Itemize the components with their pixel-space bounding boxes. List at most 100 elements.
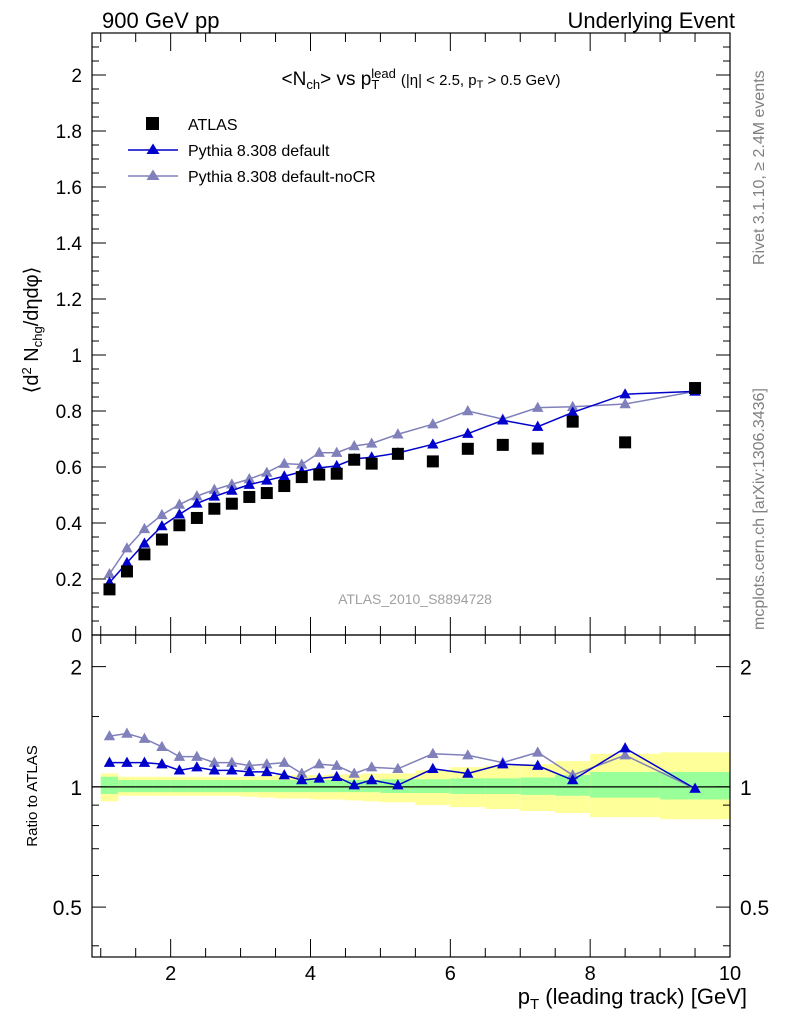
marker-atlas [348,453,361,466]
ratio-y-tick-label: 0.5 [53,897,82,920]
ratio-marker-default [462,767,474,778]
marker-atlas [155,533,168,546]
ratio-marker-nocr [427,747,439,758]
marker-default [121,556,133,567]
marker-nocr [427,418,439,429]
title-main-sub: ch [306,77,320,92]
ratio-panel: 0.5 0.5 1 1 2 2 2 4 6 8 10 Ratio to ATLAS pT (lead… [24,634,769,1013]
ratio-band-inner [310,780,328,793]
ylabel-b: N [21,347,43,367]
title-vs-sup: lead [371,66,396,81]
ratio-marker-default [331,770,343,781]
ratio-band-inner [205,780,224,793]
marker-atlas [461,442,474,455]
marker-nocr [278,457,290,468]
ratio-marker-default [278,769,290,780]
header-right: Underlying Event [567,8,735,33]
ratio-frame [91,634,731,958]
marker-atlas [225,497,238,510]
main-y-tick-label: 1 [71,346,82,367]
main-y-tick-label: 0 [71,626,82,647]
marker-default [191,497,203,508]
marker-atlas [689,382,702,395]
ratio-marker-nocr [243,759,256,770]
marker-atlas [138,548,151,561]
main-y-tick-label: 1.2 [56,290,82,311]
marker-nocr [103,567,116,579]
mcplots-label: mcplots.cern.ch [arXiv:1306.3436] [751,388,768,630]
ratio-band-inner [100,776,119,794]
marker-nocr [243,473,256,484]
ratio-marker-nocr [313,758,325,769]
ratio-marker-nocr [261,758,273,769]
ratio-marker-default [191,761,203,772]
marker-atlas [365,457,378,470]
ratio-marker-nocr [278,756,290,767]
marker-nocr [226,478,238,489]
marker-nocr [138,522,151,534]
marker-atlas [619,436,632,449]
ratio-band-inner [555,775,591,796]
ratio-axis-ticks [92,635,731,957]
ratio-marker-nocr [208,756,221,767]
x-tick-label: 8 [585,963,596,985]
ratio-y-tick-label-right: 2 [740,657,752,680]
header-left: 900 GeV pp [102,8,219,33]
ratio-band-inner [327,780,346,793]
marker-nocr [566,400,579,411]
marker-nocr [191,490,203,501]
main-y-tick-label: 0.4 [56,514,83,535]
xlabel-b: (leading track) [GeV] [539,984,747,1009]
marker-nocr [619,398,631,409]
main-y-tick-label: 1.6 [56,178,82,199]
marker-default [156,520,168,531]
main-y-tick-label: 1.8 [56,122,82,143]
marker-nocr [348,440,360,451]
marker-atlas [173,519,186,532]
marker-default [497,414,509,425]
marker-default [619,388,631,399]
marker-atlas [260,487,273,500]
marker-nocr [156,508,168,520]
main-y-tick-label: 0.2 [56,570,82,591]
marker-atlas [190,511,203,524]
marker-nocr [462,405,474,416]
ratio-line-default [109,747,696,790]
xlabel-a: p [518,984,530,1009]
ratio-band-inner [170,780,189,793]
ratio-line-nocr [109,732,696,790]
marker-nocr [365,437,378,448]
ratio-band-inner [485,778,521,794]
title-cuts: (|η| < 2.5, p [401,72,477,89]
ratio-marker-nocr [331,759,343,770]
legend-marker-nocr [146,169,160,180]
ratio-marker-default [392,779,404,790]
ratio-marker-nocr [156,740,168,751]
ratio-marker-nocr [191,750,203,761]
main-panel: 00.20.40.60.811.21.41.61.82 <Nch> vs pTl… [19,32,731,647]
marker-default [261,474,273,485]
ratio-marker-default [532,759,544,770]
ratio-marker-nocr [532,746,544,757]
ratio-marker-default [348,779,360,790]
ratio-band-inner [590,771,661,798]
marker-atlas [566,415,579,428]
ratio-marker-default [619,742,631,753]
marker-nocr [331,446,343,457]
marker-default [532,420,544,431]
analysis-watermark: ATLAS_2010_S8894728 [338,591,492,607]
ratio-marker-nocr [226,756,238,767]
ratio-band-inner [135,780,154,793]
ratio-marker-default [156,758,168,769]
ylabel-b-sub: chg [30,326,45,347]
main-y-axis-label: ⟨d2 Nchg/dηdφ⟩ [19,267,45,394]
marker-atlas [313,468,326,481]
ratio-marker-default [261,765,273,777]
ratio-marker-default [497,758,509,769]
main-y-tick-labels: 0 0.2 0.4 0.6 0.8 1 1.2 1.4 1.6 1.8 2 [56,66,83,647]
legend-label-nocr: Pythia 8.308 default-noCR [188,169,376,186]
marker-nocr [392,428,404,439]
ratio-marker-nocr [103,730,116,741]
